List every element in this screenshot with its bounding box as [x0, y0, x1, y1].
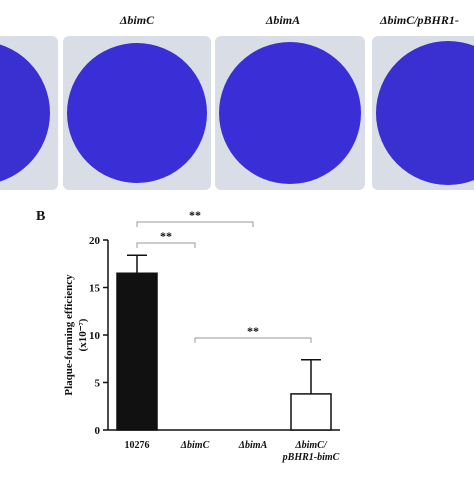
y-tick-label: 20 — [89, 235, 101, 247]
plate — [376, 41, 474, 185]
significance-bracket — [194, 337, 312, 343]
panel-label: B — [36, 209, 45, 224]
photo-label: ΔbimA — [265, 13, 300, 27]
x-tick-label: ΔbimC — [180, 440, 210, 451]
y-axis-title: Plaque-forming efficiency — [63, 274, 75, 396]
bar — [290, 393, 332, 431]
plate — [0, 44, 50, 182]
photo-label: ΔbimC/pBHR1- — [379, 13, 459, 27]
photo-label: ΔbimC — [119, 13, 155, 27]
photo-panel: ΔbimC ΔbimA ΔbimC/pBHR1- — [0, 13, 474, 190]
significance-bracket — [136, 242, 196, 248]
x-tick-label: 10276 — [125, 440, 150, 451]
significance-label: ** — [189, 208, 201, 222]
significance-bracket — [136, 221, 254, 227]
x-tick-label: ΔbimC/pBHR1-bimC — [282, 440, 340, 463]
significance-label: ** — [160, 229, 172, 243]
significance-label: ** — [247, 324, 259, 338]
y-axis-unit: (x10⁻⁷) — [77, 318, 89, 351]
y-tick-label: 5 — [95, 378, 101, 390]
plate — [67, 43, 207, 183]
y-tick-label: 15 — [89, 283, 101, 295]
y-tick-label: 10 — [89, 330, 101, 342]
x-tick-label: ΔbimA — [238, 440, 268, 451]
y-tick-label: 0 — [95, 425, 101, 437]
bar — [116, 272, 158, 431]
plate — [219, 42, 361, 184]
